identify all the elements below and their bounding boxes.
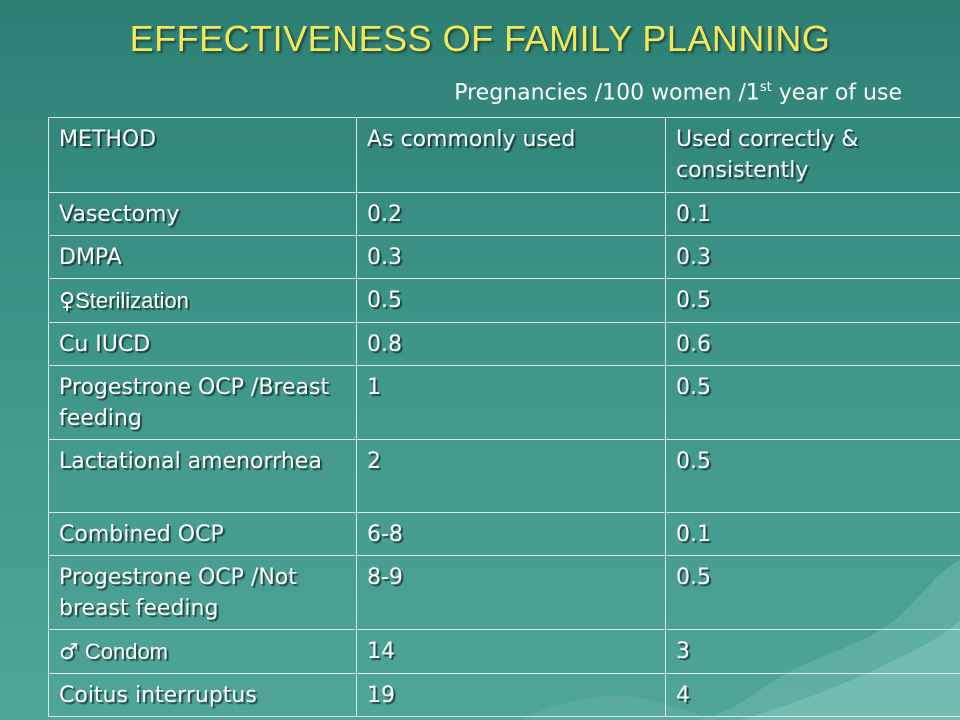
cell-method: Progestrone OCP /Breast feeding — [48, 365, 357, 440]
method-label: Condom — [78, 639, 169, 664]
cell-method: DMPA — [48, 235, 357, 279]
cell-common: 1 — [356, 365, 666, 440]
table-row: Cu IUCD 0.8 0.6 — [48, 322, 960, 366]
cell-common: 0.8 — [356, 322, 666, 366]
effectiveness-table: METHOD As commonly used Used correctly &… — [48, 117, 960, 717]
cell-correct: 0.5 — [665, 278, 960, 323]
cell-correct: 0.1 — [665, 512, 960, 556]
male-symbol-icon: ♂ — [59, 640, 79, 665]
cell-correct: 0.6 — [665, 322, 960, 366]
header-correct-use: Used correctly & consistently — [665, 117, 960, 193]
cell-common: 0.3 — [356, 235, 666, 279]
cell-method: ♂ Condom — [48, 629, 357, 674]
cell-common: 2 — [356, 439, 666, 513]
cell-common: 8-9 — [356, 555, 666, 630]
cell-method: Combined OCP — [48, 512, 357, 556]
table-row: DMPA 0.3 0.3 — [48, 235, 960, 279]
cell-method: Vasectomy — [48, 192, 357, 236]
cell-method: Progestrone OCP /Not breast feeding — [48, 555, 357, 630]
header-method: METHOD — [48, 117, 357, 193]
header-common-use: As commonly used — [356, 117, 666, 193]
slide-title: EFFECTIVENESS OF FAMILY PLANNING — [129, 18, 831, 59]
table-row: Lactational amenorrhea 2 0.5 — [48, 439, 960, 513]
cell-common: 14 — [356, 629, 666, 674]
table-row: Coitus interruptus 19 4 — [48, 673, 960, 717]
cell-correct: 4 — [665, 673, 960, 717]
cell-method: ♀Sterilization — [48, 278, 357, 323]
cell-correct: 3 — [665, 629, 960, 674]
cell-common: 0.2 — [356, 192, 666, 236]
method-label: Sterilization — [75, 288, 189, 313]
slide-subtitle: Pregnancies /100 women /1st year of use — [454, 80, 902, 105]
subtitle-suffix: year of use — [771, 80, 902, 106]
table-row: ♀Sterilization 0.5 0.5 — [48, 278, 960, 323]
cell-method: Coitus interruptus — [48, 673, 357, 717]
cell-common: 19 — [356, 673, 666, 717]
cell-method: Lactational amenorrhea — [48, 439, 357, 513]
cell-correct: 0.5 — [665, 365, 960, 440]
table-row: Progestrone OCP /Breast feeding 1 0.5 — [48, 365, 960, 440]
table-row: Vasectomy 0.2 0.1 — [48, 192, 960, 236]
cell-correct: 0.3 — [665, 235, 960, 279]
subtitle-text: Pregnancies /100 women /1 — [454, 80, 760, 106]
cell-common: 6-8 — [356, 512, 666, 556]
table-row: Progestrone OCP /Not breast feeding 8-9 … — [48, 555, 960, 630]
cell-common: 0.5 — [356, 278, 666, 323]
subtitle-superscript: st — [759, 80, 772, 95]
cell-correct: 0.5 — [665, 555, 960, 630]
table-header-row: METHOD As commonly used Used correctly &… — [48, 117, 960, 193]
cell-correct: 0.1 — [665, 192, 960, 236]
female-symbol-icon: ♀ — [59, 289, 76, 314]
table-row: ♂ Condom 14 3 — [48, 629, 960, 674]
cell-method: Cu IUCD — [48, 322, 357, 366]
table-row: Combined OCP 6-8 0.1 — [48, 512, 960, 556]
cell-correct: 0.5 — [665, 439, 960, 513]
